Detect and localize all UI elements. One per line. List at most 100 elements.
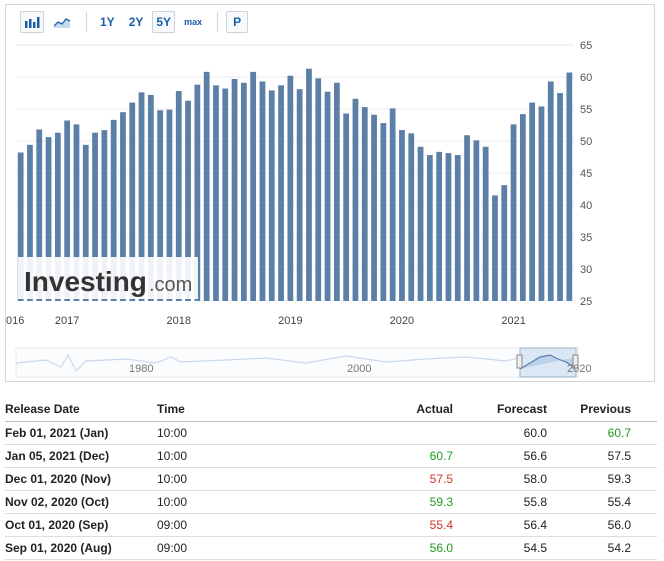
watermark-brand: Investing (24, 266, 147, 297)
range-5y-button[interactable]: 5Y (152, 11, 176, 33)
navigator-label: 2000 (347, 363, 371, 375)
y-tick-label: 50 (580, 136, 592, 148)
bar (36, 129, 43, 301)
forecast-cell: 60.0 (523, 426, 547, 440)
bar (138, 92, 145, 301)
p-button[interactable]: P (226, 11, 249, 33)
bar (492, 195, 498, 301)
bar (129, 102, 136, 301)
bar (240, 82, 247, 301)
bar (101, 130, 108, 301)
navigator[interactable]: 1980 2000 2020 (15, 347, 591, 378)
area-chart-icon[interactable] (48, 11, 76, 33)
bar (222, 88, 229, 302)
bar (482, 146, 489, 301)
navigator-label: 1980 (129, 363, 153, 375)
navigator-left-handle[interactable] (516, 354, 523, 369)
header-actual[interactable]: Actual (416, 402, 453, 416)
range-1y-button[interactable]: 1Y (100, 15, 115, 29)
header-previous[interactable]: Previous (580, 402, 631, 416)
y-tick-label: 30 (580, 264, 592, 276)
time-cell: 10:00 (157, 426, 188, 440)
bar (333, 82, 340, 301)
bar (157, 110, 164, 301)
bar-chart-icon[interactable] (20, 11, 44, 33)
actual-cell: 60.7 (429, 449, 453, 463)
releases-table: Release Date Time Actual Forecast Previo… (5, 398, 657, 560)
bar (566, 72, 573, 302)
forecast-cell: 56.6 (523, 449, 547, 463)
table-row: Nov 02, 2020 (Oct) 10:00 59.3 55.8 55.4 (5, 491, 657, 514)
time-cell: 09:00 (157, 518, 188, 532)
bar (445, 153, 452, 301)
table-row: Feb 01, 2021 (Jan) 10:00 60.0 60.7 (5, 422, 657, 445)
bar (324, 91, 331, 301)
bar (45, 137, 52, 301)
previous-cell: 56.0 (607, 518, 631, 532)
bar (361, 107, 368, 301)
previous-cell: 54.2 (607, 541, 631, 555)
bar (166, 109, 173, 301)
bar (185, 100, 191, 302)
x-axis-labels: 016 2017 2018 2019 2020 2021 (6, 315, 526, 327)
y-tick-label: 60 (580, 72, 592, 84)
actual-cell: 57.5 (429, 472, 453, 486)
toolbar-divider (217, 12, 219, 32)
x-tick-label: 2021 (501, 315, 525, 327)
bar (175, 91, 182, 301)
header-release-date[interactable]: Release Date (5, 402, 80, 416)
range-2y-button[interactable]: 2Y (128, 15, 144, 29)
bar-chart: 25 30 35 40 45 50 55 60 65 016 2017 2018 2019 2020 20… (6, 40, 592, 378)
bar (464, 135, 470, 301)
y-tick-label: 25 (580, 296, 592, 308)
x-tick-label: 016 (6, 315, 24, 327)
y-axis-labels: 25 30 35 40 45 50 55 60 65 (580, 40, 592, 308)
range-max-button[interactable]: max (184, 17, 203, 27)
bar (538, 106, 545, 301)
bar (73, 124, 80, 301)
bar (306, 68, 312, 302)
release-date-cell: Feb 01, 2021 (Jan) (5, 426, 109, 440)
previous-cell: 57.5 (607, 449, 631, 463)
bar (250, 71, 257, 301)
bar (268, 90, 275, 301)
table-header: Release Date Time Actual Forecast Previo… (5, 398, 657, 422)
previous-cell: 59.3 (607, 472, 631, 486)
toolbar-divider (86, 12, 87, 32)
actual-cell: 55.4 (429, 518, 453, 532)
x-tick-label: 2017 (55, 315, 79, 327)
bar (529, 102, 536, 301)
bar (510, 124, 517, 301)
y-tick-label: 65 (580, 40, 592, 52)
table-row: Jan 05, 2021 (Dec) 10:00 60.7 56.6 57.5 (5, 445, 657, 468)
bar (17, 152, 24, 301)
time-cell: 09:00 (157, 541, 188, 555)
navigator-right-handle[interactable] (572, 354, 579, 369)
bar (473, 140, 480, 301)
bar (454, 155, 461, 301)
navigator-label: 2020 (567, 363, 591, 375)
forecast-cell: 58.0 (523, 472, 547, 486)
bar (557, 93, 563, 301)
investing-watermark: Investing .com (18, 257, 198, 299)
release-date-cell: Nov 02, 2020 (Oct) (5, 495, 110, 509)
bar (399, 130, 405, 301)
bar (380, 123, 387, 301)
table-row: Dec 01, 2020 (Nov) 10:00 57.5 58.0 59.3 (5, 468, 657, 491)
x-tick-label: 2018 (167, 315, 191, 327)
bar (120, 112, 126, 301)
time-cell: 10:00 (157, 495, 188, 509)
bar (259, 81, 266, 301)
release-date-cell: Jan 05, 2021 (Dec) (5, 449, 110, 463)
header-forecast[interactable]: Forecast (496, 402, 547, 416)
bar (408, 133, 415, 301)
bar (27, 144, 33, 301)
x-tick-label: 2020 (390, 315, 414, 327)
chart-panel: 1Y 2Y 5Y max P 25 30 35 40 45 50 55 60 65 016 201… (5, 4, 655, 382)
header-time[interactable]: Time (157, 402, 185, 416)
bar (371, 114, 377, 301)
forecast-cell: 54.5 (523, 541, 547, 555)
bar (287, 75, 294, 301)
watermark-suffix: .com (149, 274, 192, 296)
actual-cell: 56.0 (429, 541, 453, 555)
